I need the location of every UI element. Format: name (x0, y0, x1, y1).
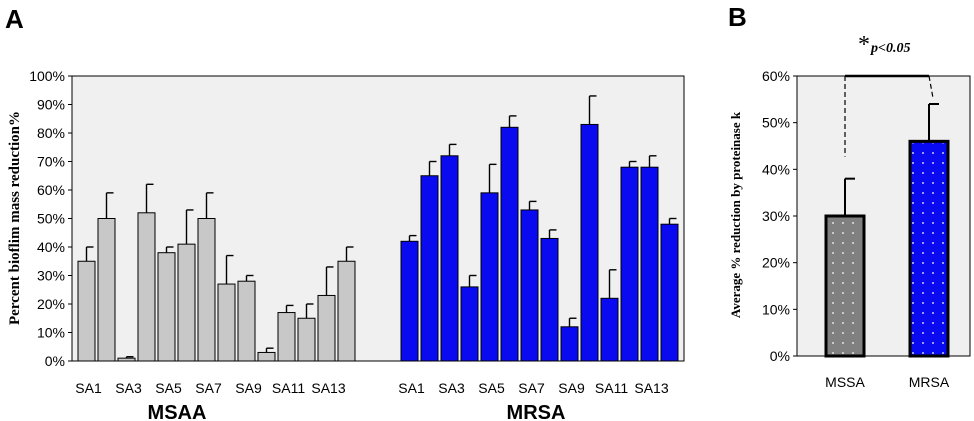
group-label-msaa: MSAA (148, 402, 207, 421)
y-tick-label: 60% (762, 68, 790, 84)
bar (317, 294, 336, 362)
bar (580, 123, 599, 362)
x-tick-label: MSSA (825, 374, 865, 390)
significance-connector (928, 75, 934, 99)
x-tick-label: SA11 (272, 380, 305, 396)
bar-dot-fill (828, 218, 862, 354)
x-tick-label: SA3 (115, 380, 142, 396)
y-tick-label: 0% (770, 348, 790, 364)
y-tick-label: 90% (37, 97, 65, 113)
bar (117, 357, 136, 362)
significance-star: * (858, 32, 870, 58)
bar (640, 166, 659, 362)
bar (177, 243, 196, 362)
bar (660, 223, 679, 362)
panel-a-label: A (5, 4, 24, 34)
y-tick-label: 20% (762, 255, 790, 271)
y-tick-label: 50% (762, 115, 790, 131)
y-tick-label: 10% (762, 301, 790, 317)
x-tick-label: MRSA (909, 374, 950, 390)
x-tick-label: SA5 (478, 380, 505, 396)
bar (460, 286, 479, 362)
x-tick-label: SA5 (155, 380, 182, 396)
bar (440, 155, 459, 362)
bar (500, 126, 519, 362)
bar (217, 283, 236, 362)
y-tick-label: 60% (37, 182, 65, 198)
x-tick-label: SA9 (235, 380, 262, 396)
significance-label: p<0.05 (870, 41, 910, 56)
bar (237, 280, 256, 362)
y-tick-label: 40% (37, 239, 65, 255)
bar (157, 252, 176, 362)
x-tick-label: SA7 (195, 380, 222, 396)
group-label-mrsa: MRSA (507, 402, 566, 421)
y-tick-label: 40% (762, 161, 790, 177)
y-tick-label: 10% (37, 325, 65, 341)
bar (600, 297, 619, 362)
bar (520, 209, 539, 362)
bar (400, 240, 419, 362)
panel-a-y-axis-label: Percent bioflim mass reduction% (7, 111, 23, 325)
bar (420, 175, 439, 362)
bar (297, 317, 316, 362)
x-tick-label: SA7 (518, 380, 545, 396)
x-tick-label: SA13 (634, 380, 668, 396)
x-tick-label: SA3 (438, 380, 465, 396)
y-tick-label: 50% (37, 211, 65, 227)
bar (77, 260, 96, 362)
x-tick-label: SA13 (311, 380, 345, 396)
bar (337, 260, 356, 362)
bar (197, 218, 216, 362)
bar (480, 192, 499, 362)
panel-b-label: B (728, 2, 747, 32)
bar (137, 212, 156, 362)
y-tick-label: 30% (762, 208, 790, 224)
x-tick-label: SA11 (595, 380, 628, 396)
bar-dot-fill (912, 143, 946, 354)
bar (257, 351, 276, 362)
bar (97, 218, 116, 362)
bar (560, 326, 579, 362)
y-tick-label: 100% (29, 68, 65, 84)
panel-b-y-axis-label: Average % reduction by proteinase k (728, 111, 743, 318)
x-tick-label: SA1 (398, 380, 425, 396)
y-tick-label: 0% (45, 353, 65, 369)
bar (620, 166, 639, 362)
x-tick-label: SA9 (558, 380, 585, 396)
bar (540, 237, 559, 362)
y-tick-label: 20% (37, 296, 65, 312)
y-tick-label: 80% (37, 125, 65, 141)
y-tick-label: 30% (37, 268, 65, 284)
y-tick-label: 70% (37, 154, 65, 170)
x-tick-label: SA1 (75, 380, 102, 396)
bar (277, 312, 296, 362)
